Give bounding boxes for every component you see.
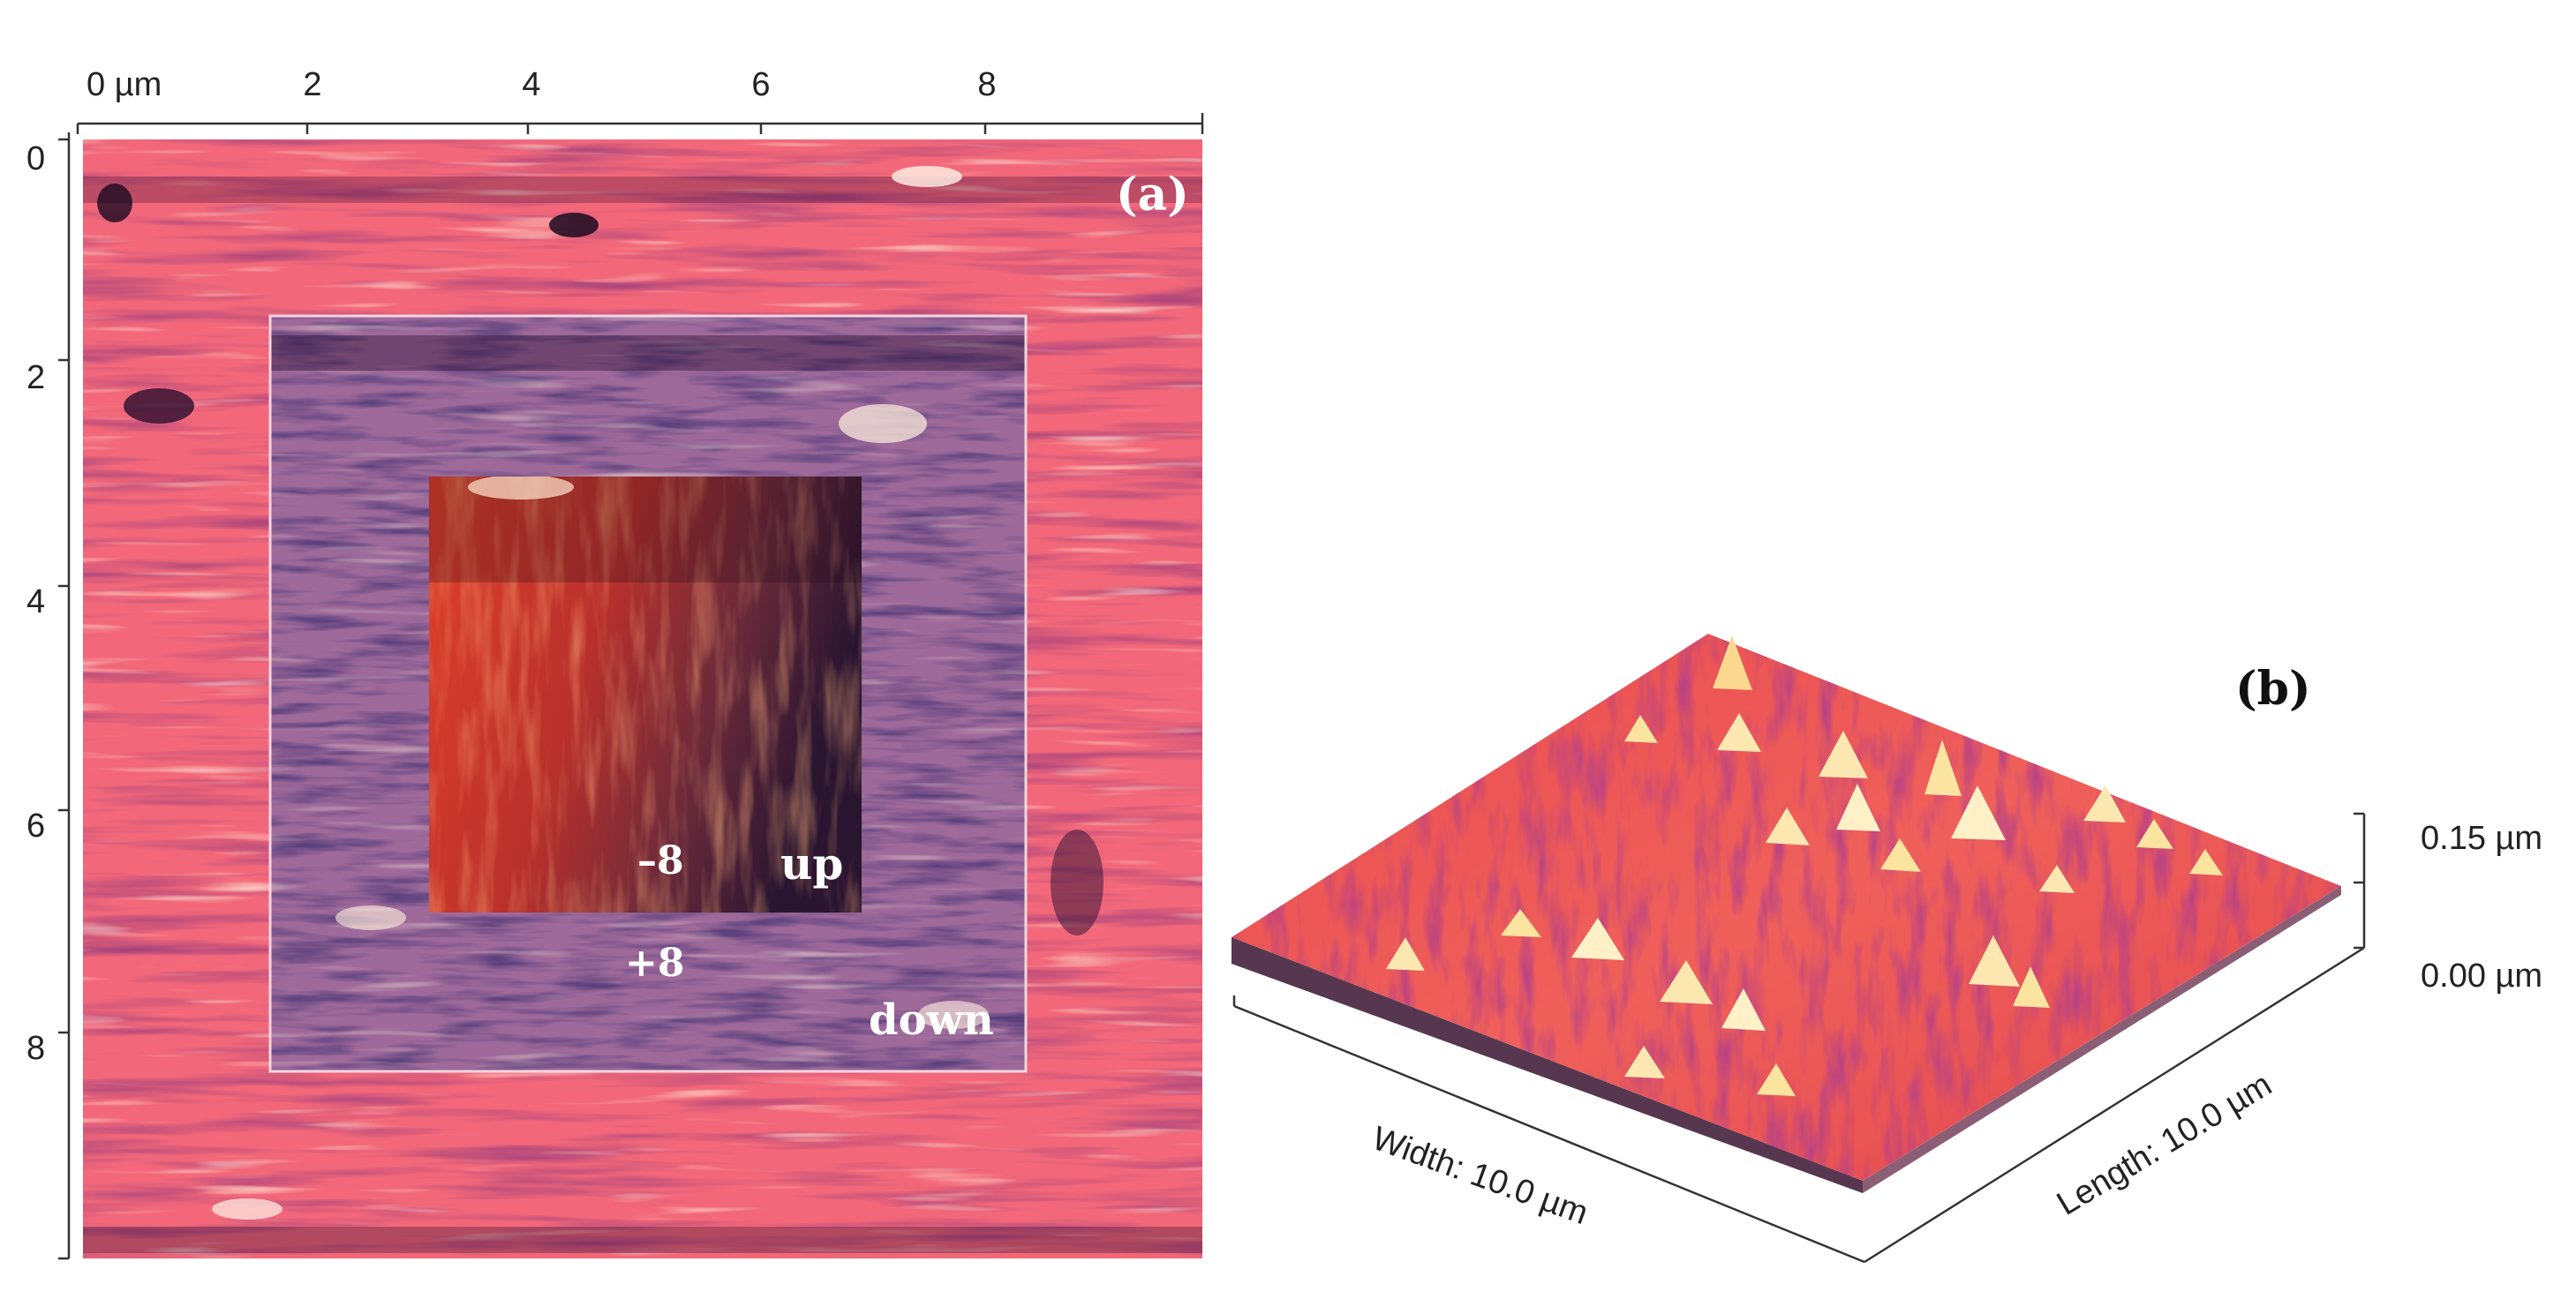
x-tick-2: 2 bbox=[303, 66, 321, 103]
x-tick-0: 0 µm bbox=[87, 66, 162, 103]
x-tick-4: 4 bbox=[522, 66, 540, 103]
panel-a-image bbox=[83, 139, 1202, 1258]
y-tick-2: 2 bbox=[26, 359, 45, 396]
length-label: Length: 10.0 µm bbox=[2051, 1066, 2278, 1223]
annotation-minus-8: –8 bbox=[637, 838, 684, 883]
z-tick-0-00: 0.00 µm bbox=[2421, 958, 2542, 995]
panel-b-label: (b) bbox=[2235, 662, 2311, 716]
y-tick-4: 4 bbox=[26, 583, 45, 620]
annotation-plus-8: +8 bbox=[625, 941, 684, 986]
annotation-down: down bbox=[869, 995, 994, 1045]
y-tick-0: 0 bbox=[26, 140, 45, 177]
y-tick-8: 8 bbox=[26, 1030, 45, 1067]
panel-a-x-axis: 0 µm 2 4 6 8 bbox=[76, 66, 1204, 134]
panel-a-y-axis: 0 2 4 6 8 bbox=[26, 132, 71, 1260]
z-tick-0-15: 0.15 µm bbox=[2421, 820, 2542, 857]
annotation-up: up bbox=[780, 838, 843, 890]
panel-b-z-axis: 0.15 µm 0.00 µm bbox=[2354, 812, 2542, 995]
panel-a-label: (a) bbox=[1116, 168, 1189, 222]
x-tick-6: 6 bbox=[751, 66, 770, 103]
surface-peaks bbox=[1386, 635, 2223, 1096]
width-label: Width: 10.0 µm bbox=[1367, 1120, 1593, 1232]
x-tick-8: 8 bbox=[977, 66, 996, 103]
y-tick-6: 6 bbox=[26, 807, 45, 845]
panel-b-surface bbox=[1232, 634, 2341, 1193]
